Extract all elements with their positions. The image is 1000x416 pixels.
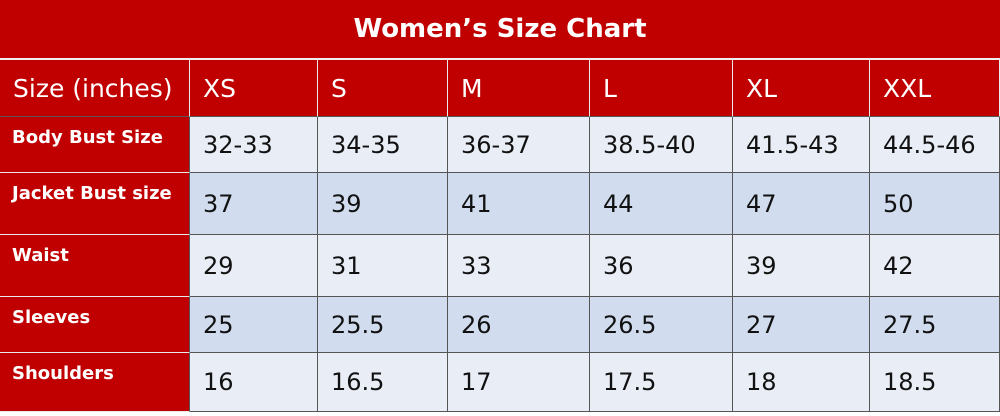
column-header: S xyxy=(318,60,448,117)
table-cell: 38.5-40 xyxy=(590,117,733,173)
table-cell: 26.5 xyxy=(590,297,733,353)
table-cell: 36 xyxy=(590,235,733,297)
table-cell: 29 xyxy=(190,235,318,297)
column-header: L xyxy=(590,60,733,117)
table-cell: 33 xyxy=(448,235,590,297)
table-cell: 39 xyxy=(733,235,870,297)
row-header: Body Bust Size xyxy=(0,117,190,173)
table-cell: 37 xyxy=(190,173,318,235)
table-cell: 50 xyxy=(870,173,1000,235)
table-cell: 16.5 xyxy=(318,353,448,412)
table-cell: 34-35 xyxy=(318,117,448,173)
table-cell: 26 xyxy=(448,297,590,353)
table-cell: 16 xyxy=(190,353,318,412)
column-header: XXL xyxy=(870,60,1000,117)
table-cell: 36-37 xyxy=(448,117,590,173)
column-header: XL xyxy=(733,60,870,117)
table-cell: 18.5 xyxy=(870,353,1000,412)
table-cell: 41 xyxy=(448,173,590,235)
table-cell: 42 xyxy=(870,235,1000,297)
table-cell: 25.5 xyxy=(318,297,448,353)
table-cell: 44.5-46 xyxy=(870,117,1000,173)
row-header: Waist xyxy=(0,235,190,297)
row-header: Jacket Bust size xyxy=(0,173,190,235)
column-header: XS xyxy=(190,60,318,117)
table-cell: 25 xyxy=(190,297,318,353)
table-cell: 27 xyxy=(733,297,870,353)
table-cell: 44 xyxy=(590,173,733,235)
row-header: Sleeves xyxy=(0,297,190,353)
table-cell: 32-33 xyxy=(190,117,318,173)
table-cell: 27.5 xyxy=(870,297,1000,353)
row-header: Shoulders xyxy=(0,353,190,412)
table-cell: 47 xyxy=(733,173,870,235)
table-cell: 17 xyxy=(448,353,590,412)
table-cell: 18 xyxy=(733,353,870,412)
table-cell: 39 xyxy=(318,173,448,235)
table-cell: 41.5-43 xyxy=(733,117,870,173)
column-header: Size (inches) xyxy=(0,60,190,117)
table-cell: 31 xyxy=(318,235,448,297)
table-cell: 17.5 xyxy=(590,353,733,412)
column-header: M xyxy=(448,60,590,117)
table-title: Women’s Size Chart xyxy=(0,0,1000,60)
